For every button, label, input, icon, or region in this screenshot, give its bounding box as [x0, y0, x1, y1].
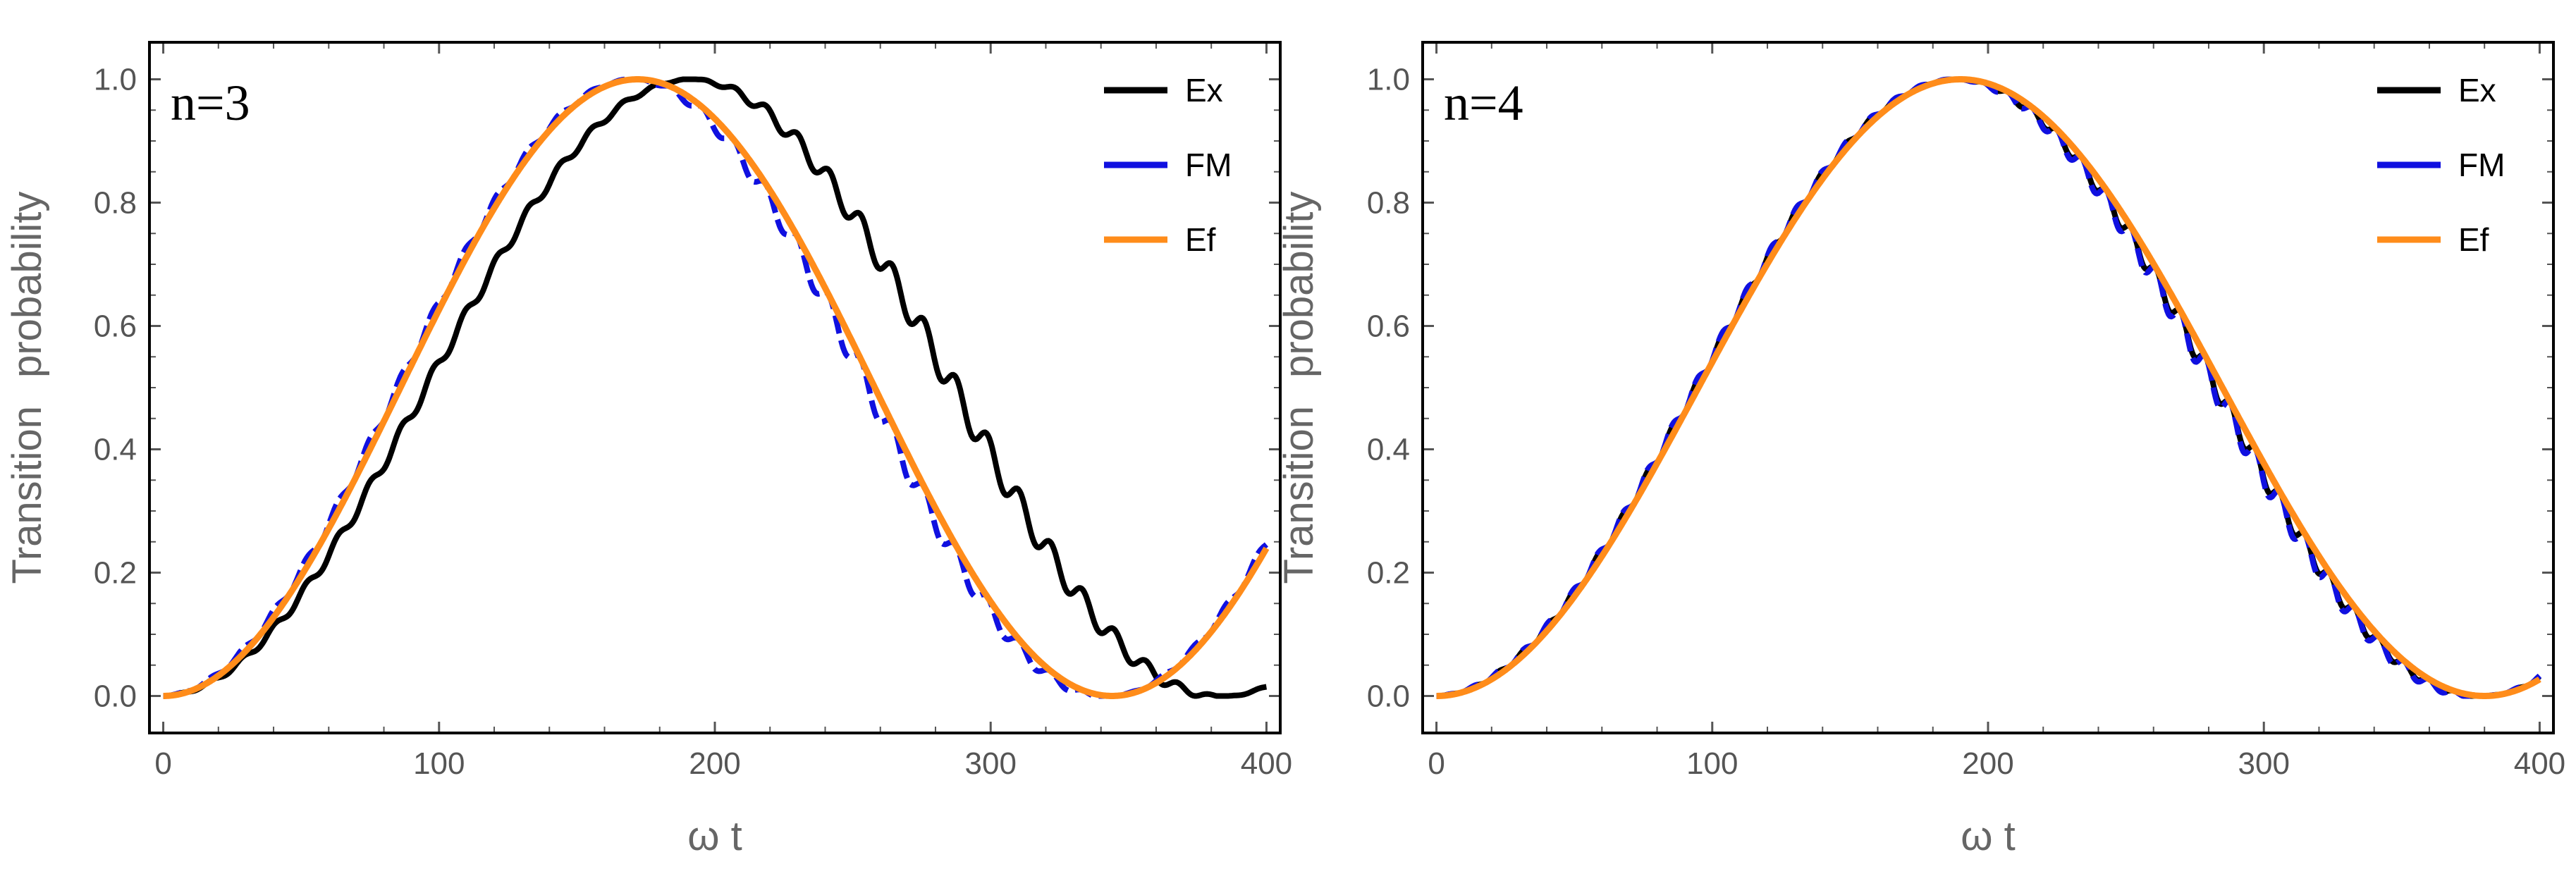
legend: Ex FM Ef: [2377, 72, 2505, 258]
panel-label: n=3: [171, 75, 250, 131]
y-axis-title-word-1: Transition: [1276, 406, 1322, 584]
y-tick-label: 0.8: [94, 186, 137, 221]
y-tick-label: 0.2: [94, 556, 137, 591]
x-tick-label: 400: [1241, 746, 1292, 781]
y-tick-label: 0.6: [94, 309, 137, 344]
y-axis-title-word-2: probability: [4, 192, 50, 378]
chart-panel-n4: 0 100 200 300 400 0.0 0.2 0.4 0.6 0.8 1.0 ω t Transi…: [1276, 41, 2565, 859]
y-tick-label: 0.6: [1367, 309, 1410, 344]
y-axis-title: Transition probability: [4, 192, 50, 584]
y-tick-label: 0.4: [94, 433, 137, 467]
y-tick-label: 0.0: [1367, 679, 1410, 714]
legend: Ex FM Ef: [1104, 72, 1232, 258]
y-tick-label: 0.4: [1367, 433, 1410, 467]
series-line-ef: [161, 76, 1270, 699]
y-tick-label: 1.0: [1367, 63, 1410, 97]
x-tick-label: 0: [154, 746, 171, 781]
x-axis-title: ω t: [1961, 813, 2016, 859]
y-tick-label: 0.8: [1367, 186, 1410, 221]
y-axis-title-word-2: probability: [1276, 192, 1322, 378]
y-axis-title-word-1: Transition: [4, 406, 50, 584]
x-tick-label: 300: [965, 746, 1017, 781]
x-axis-title: ω t: [687, 813, 742, 859]
panel-label: n=4: [1444, 75, 1523, 131]
series-line-ex: [161, 76, 1268, 699]
x-tick-label: 300: [2238, 746, 2290, 781]
y-tick-label: 0.2: [1367, 556, 1410, 591]
y-tick-label: 0.0: [94, 679, 137, 714]
legend-label-ex: Ex: [1185, 72, 1223, 109]
legend-label-fm: FM: [1185, 147, 1232, 183]
plot-frame: [1421, 41, 2555, 734]
chart-panel-n3: 0 100 200 300 400 0.0 0.2 0.4 0.6 0.8 1.0 ω t Transi…: [4, 41, 1292, 859]
y-tick-label: 1.0: [94, 63, 137, 97]
x-tick-label: 100: [1686, 746, 1738, 781]
x-tick-label: 200: [1962, 746, 2013, 781]
y-axis-title: Transition probability: [1276, 192, 1322, 584]
x-tick-label: 200: [689, 746, 740, 781]
legend-label-fm: FM: [2458, 147, 2505, 183]
series-line-ef: [1435, 76, 2541, 699]
x-tick-label: 100: [413, 746, 465, 781]
x-tick-label: 400: [2514, 746, 2565, 781]
x-tick-label: 0: [1428, 746, 1445, 781]
legend-label-ex: Ex: [2458, 72, 2496, 109]
legend-label-ef: Ef: [2458, 221, 2489, 258]
legend-label-ef: Ef: [1185, 221, 1216, 258]
plot-frame: [148, 41, 1282, 734]
